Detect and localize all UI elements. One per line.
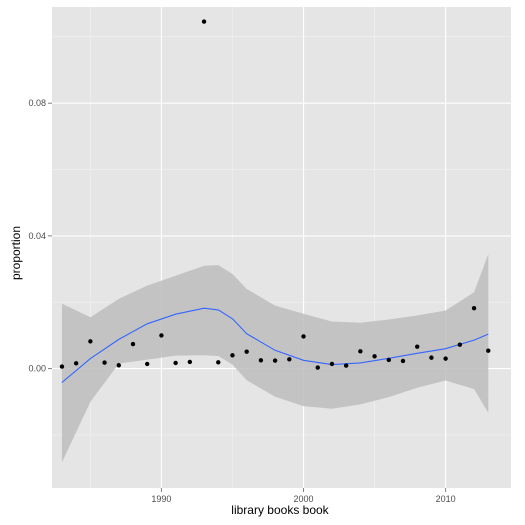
data-point: [457, 342, 463, 347]
data-point: [159, 333, 164, 338]
x-tick-label: 2000: [294, 494, 314, 504]
data-point: [73, 361, 79, 366]
data-point: [315, 365, 320, 370]
data-point: [287, 357, 292, 362]
data-point: [187, 359, 193, 365]
data-point: [258, 358, 264, 363]
x-axis: 1990 2000 2010: [151, 488, 456, 504]
plot-panel: [52, 7, 511, 488]
y-axis-title: proportion: [9, 226, 23, 280]
smooth-line: [61, 307, 489, 383]
data-point: [145, 361, 150, 367]
data-points: [59, 19, 491, 370]
y-tick-label: 0.00: [28, 364, 46, 374]
data-point: [59, 364, 65, 369]
data-point: [201, 19, 207, 24]
data-point: [301, 334, 306, 339]
data-point: [372, 354, 377, 359]
data-point: [400, 358, 406, 364]
data-point: [130, 341, 136, 347]
data-point: [429, 355, 434, 360]
data-point: [216, 360, 221, 365]
y-axis: 0.00 0.04 0.08: [28, 98, 52, 374]
x-axis-title: library books book: [231, 503, 329, 517]
y-tick-label: 0.04: [28, 231, 46, 241]
data-point: [443, 356, 448, 361]
data-point: [230, 353, 235, 358]
data-point: [471, 306, 477, 311]
data-point: [358, 349, 363, 354]
major-gridlines: [52, 7, 511, 488]
x-tick-label: 2010: [436, 494, 456, 504]
data-point: [329, 361, 335, 367]
data-point: [173, 360, 178, 366]
data-point: [272, 358, 278, 363]
y-tick-label: 0.08: [28, 98, 46, 108]
data-point: [415, 344, 420, 349]
data-point: [116, 363, 121, 368]
data-point: [486, 348, 491, 353]
confidence-ribbon: [61, 254, 489, 463]
x-tick-label: 1990: [151, 494, 171, 504]
data-point: [102, 360, 107, 365]
data-point: [88, 339, 93, 344]
data-point: [244, 349, 249, 354]
data-point: [386, 357, 391, 363]
data-point: [343, 363, 349, 368]
